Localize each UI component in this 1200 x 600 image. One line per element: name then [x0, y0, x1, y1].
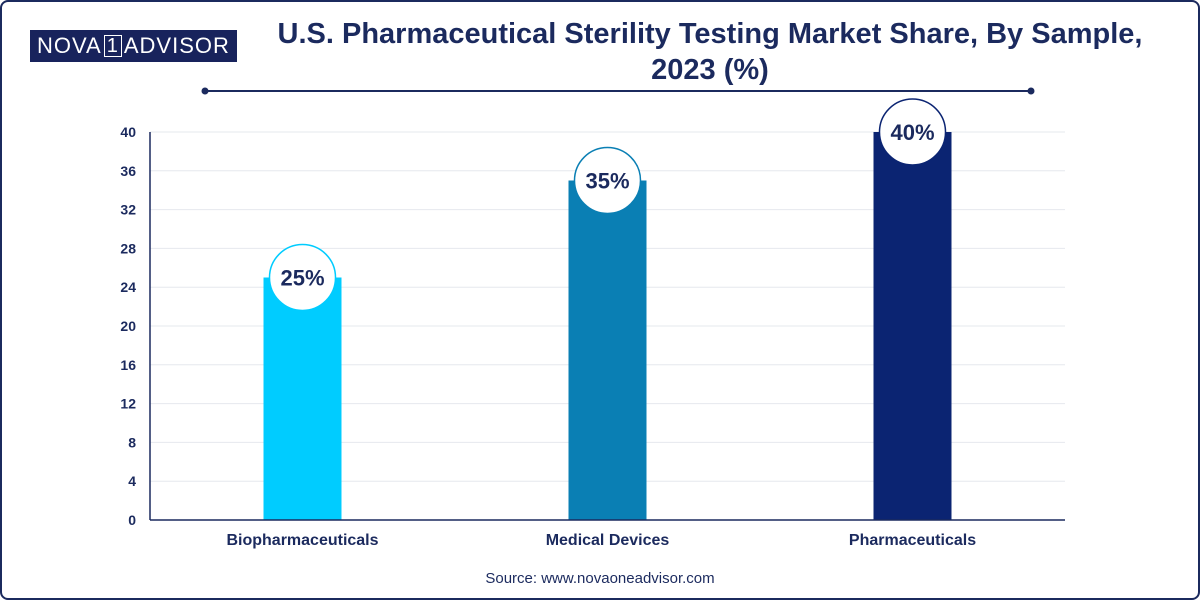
bar-biopharmaceuticals	[263, 277, 342, 520]
chart-title-line-1: U.S. Pharmaceutical Sterility Testing Ma…	[277, 18, 1143, 50]
title-divider-dot-left	[201, 87, 209, 95]
data-label-badge-2	[573, 146, 642, 215]
y-tick-label-24: 24	[120, 279, 136, 295]
chart-title-line-2: 2023 (%)	[651, 54, 769, 86]
brand-logo-part1: NOVA	[37, 33, 102, 58]
bar-pharmaceuticals	[873, 132, 952, 520]
y-tick-label-8: 8	[128, 434, 136, 450]
brand-logo-part3: ADVISOR	[123, 33, 230, 58]
y-tick-label-4: 4	[128, 473, 136, 489]
x-category-label-1: Biopharmaceuticals	[226, 532, 378, 549]
y-tick-label-40: 40	[120, 124, 136, 140]
brand-logo-part2: 1	[103, 35, 122, 57]
data-label-2: 35%	[585, 169, 629, 194]
brand-logo: NOVA 1 ADVISOR	[30, 30, 237, 62]
bar-medical-devices	[568, 180, 647, 520]
x-category-label-2: Medical Devices	[546, 532, 670, 549]
data-label-3: 40%	[890, 120, 934, 145]
y-tick-label-28: 28	[120, 240, 136, 256]
y-tick-label-36: 36	[120, 163, 136, 179]
y-tick-label-0: 0	[128, 512, 136, 528]
source-note: Source: www.novaoneadvisor.com	[485, 570, 715, 587]
data-label-badge-3	[878, 98, 947, 166]
y-tick-label-16: 16	[120, 357, 136, 373]
data-label-badge-1	[268, 243, 337, 312]
y-tick-label-20: 20	[120, 318, 136, 334]
chart-title: U.S. Pharmaceutical Sterility Testing Ma…	[250, 16, 1170, 88]
title-divider-dot-right	[1027, 87, 1035, 95]
x-category-label-3: Pharmaceuticals	[849, 532, 976, 549]
data-label-1: 25%	[280, 266, 324, 291]
y-tick-label-32: 32	[120, 202, 136, 218]
y-tick-label-12: 12	[120, 396, 136, 412]
